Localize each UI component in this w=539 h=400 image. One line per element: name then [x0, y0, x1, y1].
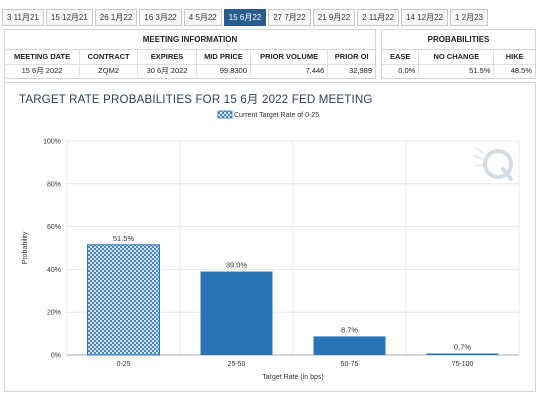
probability-bar-chart: Current Target Rate of 0-25 0% 20% 40% 60% 80… — [22, 110, 520, 381]
meeting-information-title: MEETING INFORMATION — [5, 30, 375, 50]
prior-volume-header: PRIOR VOLUME — [250, 50, 329, 65]
meeting-information-panel: MEETING INFORMATION MEETING DATE CONTRAC… — [4, 29, 376, 79]
x-tick-label-0-25: 0-25 — [116, 361, 130, 368]
prior-oi-value: 32,989 — [349, 66, 372, 76]
probabilities-panel: PROBABILITIES EASE NO CHANGE HIKE 0.0% 5… — [381, 29, 536, 79]
ease-value: 0.0% — [382, 64, 420, 77]
tab-meeting-1[interactable]: 15 12月21 — [45, 9, 93, 26]
chart-title: TARGET RATE PROBABILITIES FOR 15 6月 2022… — [19, 94, 373, 106]
x-tick-label-75-100: 75-100 — [452, 361, 474, 368]
y-tick-label-0: 0% — [51, 353, 61, 360]
hike-header: HIKE — [493, 50, 535, 65]
y-tick-label-2: 40% — [47, 267, 61, 274]
bar-0-25 — [87, 244, 160, 356]
probabilities-table: EASE NO CHANGE HIKE 0.0% 51.5% 48.5% — [382, 50, 535, 77]
y-tick-label-3: 60% — [47, 224, 61, 231]
bar-25-50 — [200, 271, 273, 355]
probabilities-row: 0.0% 51.5% 48.5% — [382, 64, 535, 77]
chart-panel: TARGET RATE PROBABILITIES FOR 15 6月 2022… — [4, 82, 536, 392]
y-tick-label-1: 20% — [47, 310, 61, 317]
legend-swatch — [217, 110, 233, 119]
meeting-tabs: 3 11月21 15 12月21 26 1月22 16 3月22 4 5月22 15 6月… — [2, 9, 490, 26]
contract-value: ZQM2 — [79, 64, 139, 77]
expires-header: EXPIRES — [137, 50, 198, 65]
meeting-date-header: MEETING DATE — [5, 50, 81, 65]
hike-value: 48.5% — [510, 66, 532, 76]
meeting-information-row: 15 6月 2022 ZQM2 30 6月 2022 99.8300 7,446… — [5, 64, 375, 77]
no-change-value: 51.5% — [418, 64, 495, 77]
mid-price-header: MID PRICE — [196, 50, 251, 65]
bar-value-label-0-25: 51.5% — [113, 234, 135, 243]
bar-value-label-50-75: 8.7% — [341, 325, 358, 334]
meeting-date-value: 15 6月 2022 — [5, 64, 81, 77]
tab-meeting-3[interactable]: 16 3月22 — [139, 9, 182, 26]
bar-value-label-75-100: 0.7% — [454, 343, 471, 352]
bar-50-75 — [313, 336, 386, 355]
contract-header: CONTRACT — [79, 50, 139, 65]
tab-meeting-10[interactable]: 1 2月23 — [449, 9, 488, 26]
x-tick-label-50-75: 50-75 — [341, 361, 359, 368]
ease-header: EASE — [382, 50, 420, 65]
tab-meeting-9[interactable]: 14 12月22 — [401, 9, 448, 26]
tab-meeting-0[interactable]: 3 11月21 — [2, 9, 44, 26]
q-logo-icon — [472, 146, 513, 181]
meeting-information-header-row: MEETING DATE CONTRACT EXPIRES MID PRICE … — [5, 50, 375, 65]
no-change-header: NO CHANGE — [418, 50, 495, 65]
tab-meeting-2[interactable]: 26 1月22 — [94, 9, 138, 26]
tab-meeting-4[interactable]: 4 5月22 — [183, 9, 222, 26]
y-tick-label-5: 100% — [43, 139, 61, 146]
y-tick-label-4: 80% — [47, 181, 61, 188]
tab-meeting-6[interactable]: 27 7月22 — [268, 9, 311, 26]
mid-price-value: 99.8300 — [196, 64, 251, 77]
y-axis-label: Probability — [22, 231, 29, 264]
bar-value-label-25-50: 39.0% — [226, 261, 248, 270]
tab-meeting-7[interactable]: 21 9月22 — [312, 9, 356, 26]
x-tick-label-25-50: 25-50 — [228, 361, 246, 368]
prior-volume-value: 7,446 — [250, 64, 329, 77]
meeting-information-table: MEETING DATE CONTRACT EXPIRES MID PRICE … — [5, 50, 375, 77]
legend-label: Current Target Rate of 0-25 — [234, 112, 319, 119]
tab-meeting-8[interactable]: 2 11月22 — [357, 9, 400, 26]
tab-meeting-5[interactable]: 15 6月22 — [223, 9, 267, 26]
probabilities-header-row: EASE NO CHANGE HIKE — [382, 50, 535, 65]
probabilities-title: PROBABILITIES — [382, 30, 535, 50]
expires-value: 30 6月 2022 — [137, 64, 198, 77]
x-axis-label: Target Rate (in bps) — [262, 374, 323, 381]
bar-75-100 — [426, 353, 499, 355]
prior-oi-header: PRIOR OI — [327, 50, 375, 65]
